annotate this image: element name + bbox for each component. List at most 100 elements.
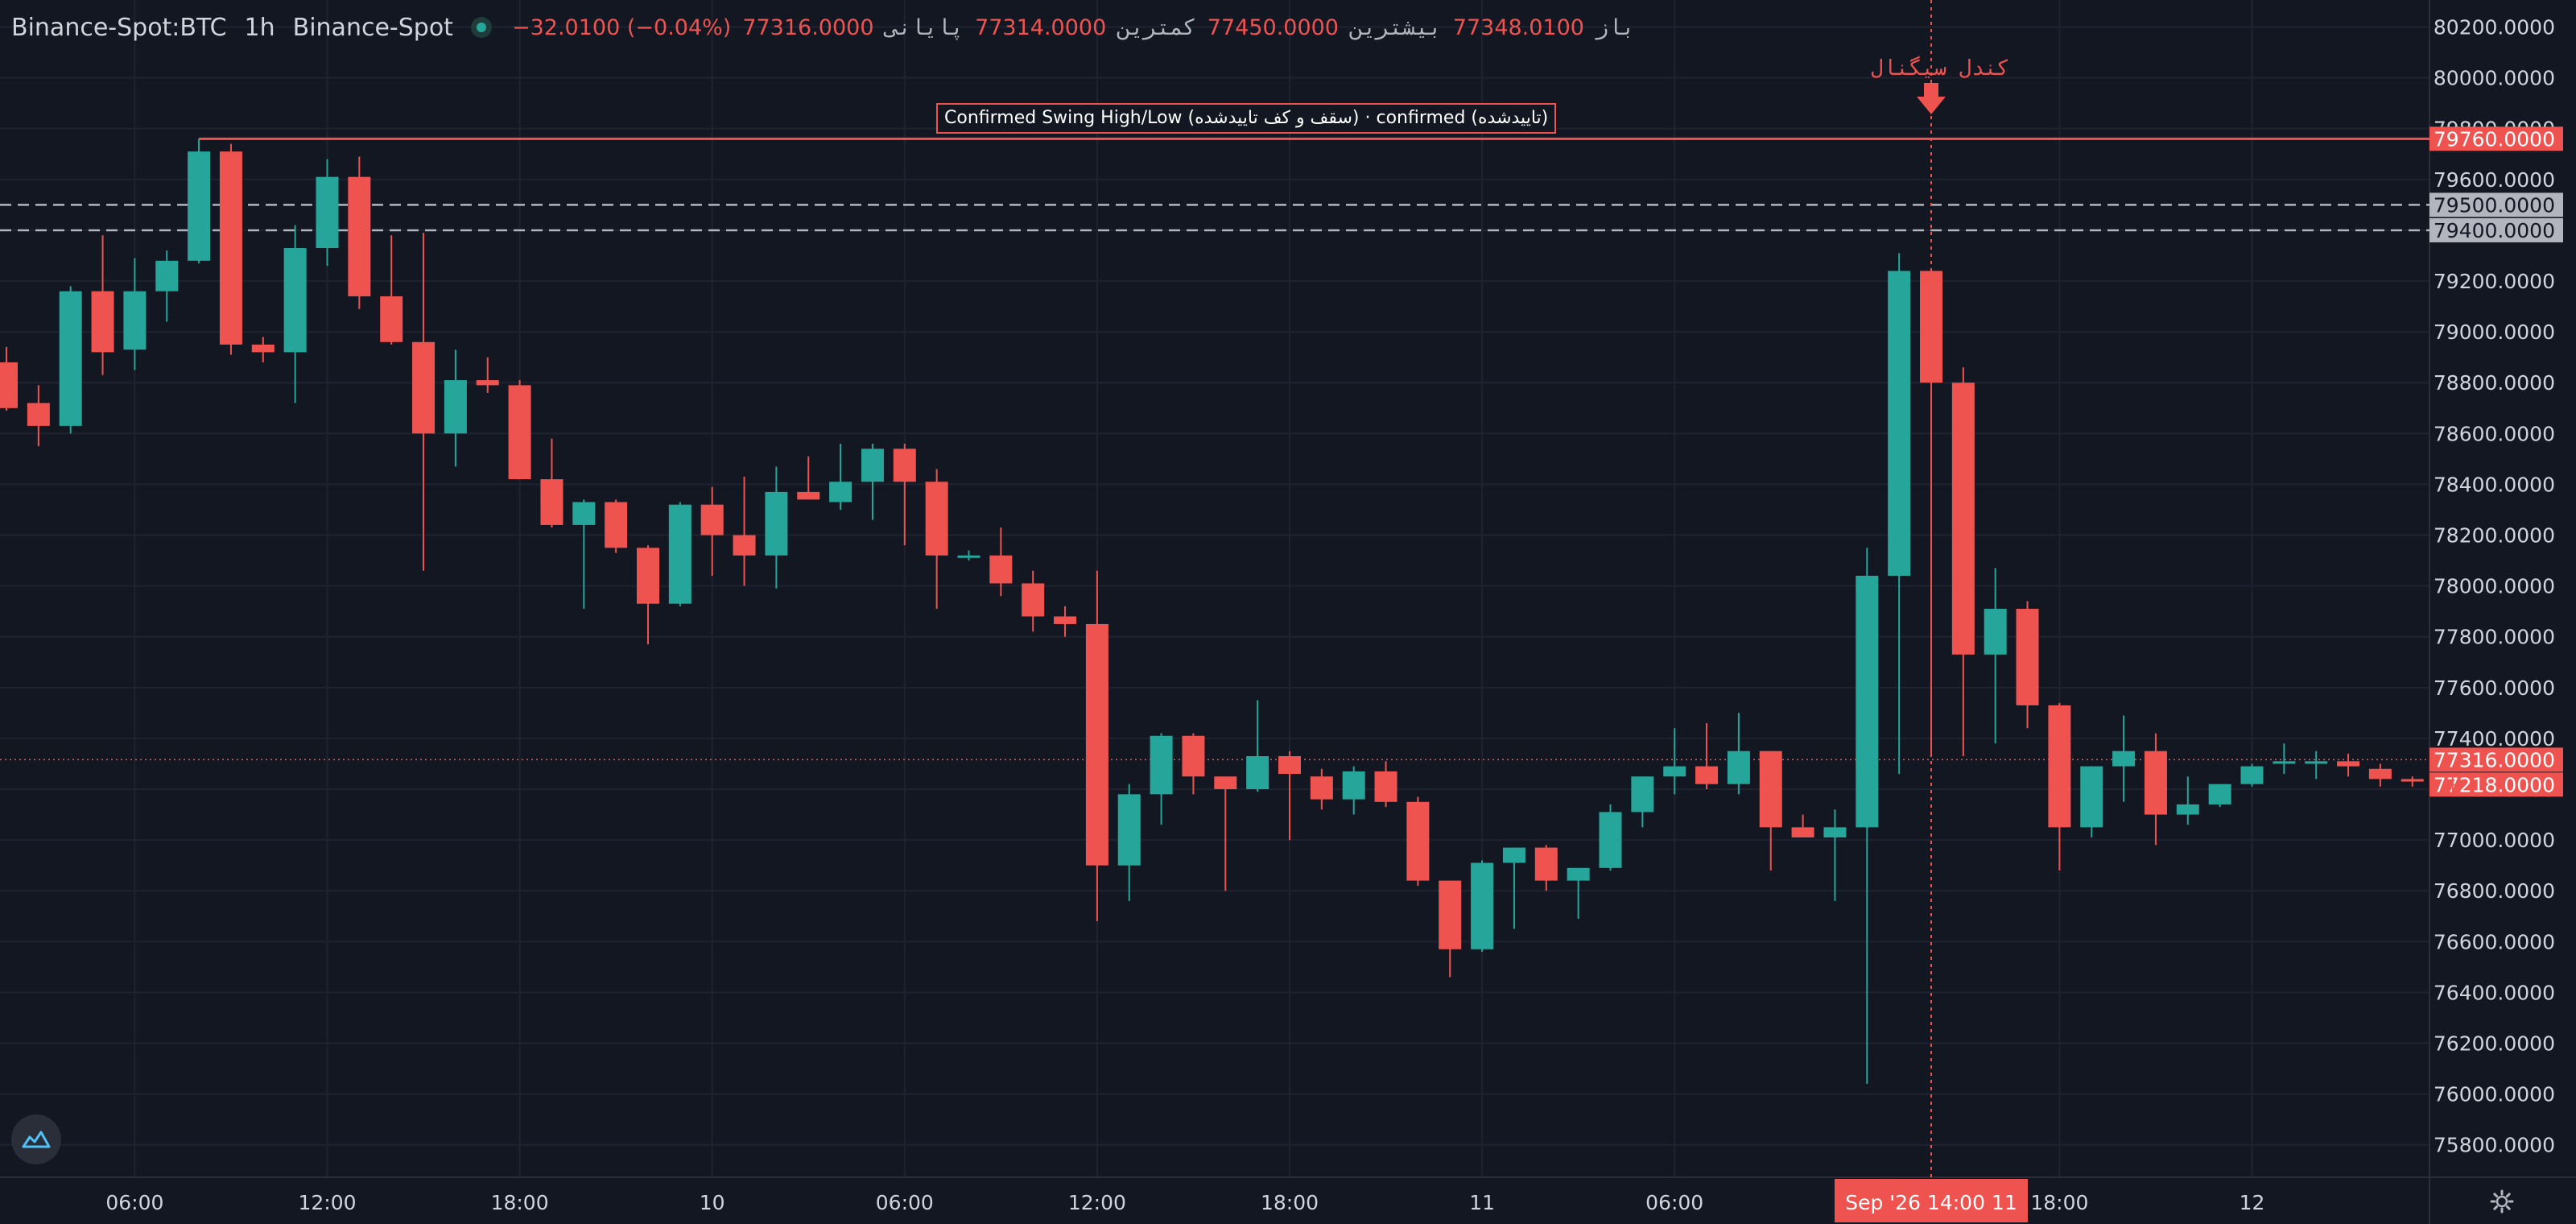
candle[interactable] [1310,768,1333,810]
candle[interactable] [1695,723,1719,790]
brand-cloud-icon[interactable] [11,1114,61,1164]
candle[interactable] [2401,776,2424,787]
swing-annotation-box[interactable]: Confirmed Swing High/Low (سقف و کف تایید… [936,103,1557,134]
candle[interactable] [1663,728,1686,795]
candle-body [540,479,564,525]
candle[interactable] [1182,733,1205,795]
candle[interactable] [508,380,531,480]
candle[interactable] [219,143,242,355]
candle[interactable] [1246,700,1269,792]
candle[interactable] [412,233,436,571]
candle[interactable] [2208,784,2231,808]
candle[interactable] [1117,784,1141,901]
candle[interactable] [283,225,307,403]
price-axis[interactable]: 80200.000080000.000079800.000079600.0000… [2434,16,2555,1157]
candle[interactable] [1599,804,1622,870]
candle-body [1663,766,1686,777]
candle[interactable] [1534,845,1558,891]
candle-body [1471,862,1494,949]
candle[interactable] [1759,751,1782,870]
candle[interactable] [925,469,948,610]
candle[interactable] [1951,367,1975,757]
candle[interactable] [316,159,339,267]
candle[interactable] [1856,548,1879,1084]
candle[interactable] [1374,761,1397,808]
candle[interactable] [1439,880,1462,978]
price-tick-label: 79600.0000 [2434,168,2555,192]
candle[interactable] [2080,766,2103,837]
candle-body [733,535,756,556]
candle[interactable] [1278,751,1301,841]
candle[interactable] [1727,713,1750,795]
candle[interactable] [540,438,564,528]
interval-label[interactable]: 1h [244,13,275,42]
close-value: 77316.0000 [742,14,874,40]
candle[interactable] [2176,776,2199,825]
candle[interactable] [1342,766,1365,815]
candle[interactable] [2016,601,2039,729]
candle[interactable] [1631,776,1654,828]
candle[interactable] [476,357,499,393]
candle[interactable] [2144,733,2167,846]
candle[interactable] [605,499,628,553]
candle[interactable] [957,550,980,561]
candle[interactable] [59,286,82,434]
candle[interactable] [733,476,756,586]
candle-body [1888,271,1911,577]
candle[interactable] [155,250,179,322]
candle[interactable] [2368,763,2392,787]
candle[interactable] [1567,867,1590,919]
time-axis[interactable]: 06:00 12:00 18:00 10 06:00 12:00 18:00 11 06:00 1… [105,1191,2264,1214]
candle-body [2016,609,2039,705]
candle[interactable] [348,156,371,309]
candle[interactable] [1823,809,1847,901]
candle[interactable] [637,545,659,645]
candle[interactable] [1984,568,2007,744]
candle[interactable] [572,499,596,610]
candle[interactable] [2048,702,2071,870]
candle-body [1534,847,1558,881]
candle[interactable] [700,486,724,577]
candle[interactable] [2112,715,2136,802]
candle[interactable] [1150,733,1173,825]
candle[interactable] [1888,253,1911,775]
candle[interactable] [2305,751,2328,779]
candle[interactable] [1502,847,1525,929]
candle[interactable] [989,527,1013,597]
candle[interactable] [2273,743,2296,775]
candle[interactable] [1920,271,1942,757]
candle[interactable] [91,235,114,375]
candle[interactable] [2240,763,2264,787]
gear-icon[interactable] [2486,1185,2518,1218]
candle[interactable] [1054,606,1077,637]
candle[interactable] [861,443,884,520]
candle[interactable] [1406,796,1430,886]
candle[interactable] [0,347,18,411]
candle[interactable] [1022,570,1045,632]
candle[interactable] [444,349,467,467]
candle[interactable] [1214,776,1237,891]
price-tick-label: 79000.0000 [2434,320,2555,344]
candle[interactable] [1791,814,1814,837]
candle[interactable] [27,385,50,447]
candle[interactable] [188,139,211,263]
candle[interactable] [829,443,852,510]
candle-body [1406,801,1430,881]
candle-body [1759,751,1782,828]
candle[interactable] [765,466,788,589]
candle-body [316,176,339,249]
candles[interactable] [0,139,2424,1084]
candle[interactable] [123,258,147,370]
candle[interactable] [893,443,916,546]
time-tick-label: 12:00 [1068,1191,1126,1214]
candle[interactable] [2337,753,2360,777]
candle[interactable] [1471,860,1494,952]
candle[interactable] [797,456,820,500]
candle[interactable] [251,337,275,362]
candle[interactable] [1085,570,1108,922]
candle[interactable] [380,235,403,345]
symbol-name[interactable]: Binance-Spot:BTC [11,13,227,42]
candle[interactable] [668,502,691,606]
